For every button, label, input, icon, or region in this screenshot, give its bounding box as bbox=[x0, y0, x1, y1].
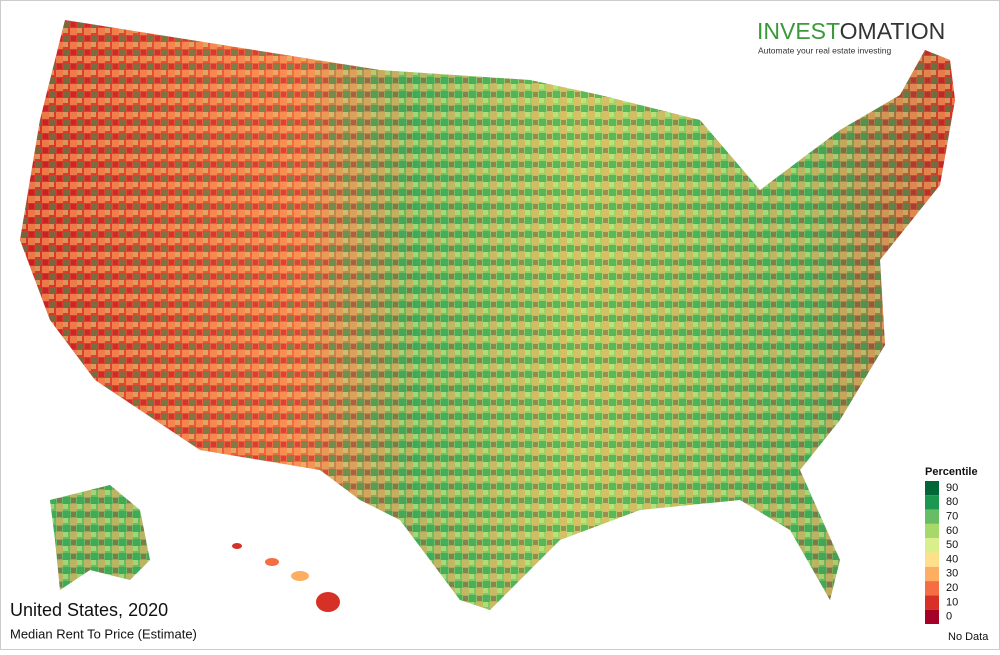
brand-name-part: OMATION bbox=[840, 18, 946, 44]
legend-swatch bbox=[925, 552, 939, 567]
hawaii-island bbox=[316, 592, 340, 612]
legend-label: 0 bbox=[946, 611, 952, 623]
legend-swatch bbox=[925, 523, 939, 539]
legend-swatch bbox=[925, 566, 939, 582]
legend-label: 90 bbox=[946, 482, 958, 494]
map-shapes bbox=[20, 20, 955, 612]
legend-label: 70 bbox=[946, 511, 958, 523]
legend-swatch bbox=[925, 538, 939, 553]
legend-label: 40 bbox=[946, 553, 958, 565]
legend-swatch bbox=[925, 495, 939, 510]
brand-name: INVESTOMATION bbox=[757, 18, 945, 44]
legend-swatch bbox=[925, 509, 939, 524]
alaska-texture bbox=[50, 485, 150, 590]
legend-label: 80 bbox=[946, 496, 958, 508]
legend-no-data: No Data bbox=[948, 631, 989, 643]
legend-label: 20 bbox=[946, 582, 958, 594]
legend-swatch bbox=[925, 581, 939, 596]
legend-title: Percentile bbox=[925, 466, 978, 478]
legend-label: 60 bbox=[946, 525, 958, 537]
hawaii-island bbox=[265, 558, 279, 566]
legend-swatch bbox=[925, 595, 939, 610]
map-title: United States, 2020 bbox=[10, 600, 168, 620]
brand-name-part: INVEST bbox=[757, 18, 840, 44]
hawaii-island bbox=[232, 543, 242, 549]
brand: INVESTOMATION Automate your real estate … bbox=[757, 18, 945, 55]
legend: Percentile No Data 90 80 70 60 50 40 30 20 10 0 bbox=[925, 466, 989, 643]
legend-label: 10 bbox=[946, 596, 958, 608]
legend-swatch bbox=[925, 481, 939, 496]
hawaii-island bbox=[291, 571, 309, 581]
map-subtitle: Median Rent To Price (Estimate) bbox=[10, 626, 197, 641]
map-texture bbox=[20, 20, 955, 610]
legend-label: 30 bbox=[946, 568, 958, 580]
brand-tagline: Automate your real estate investing bbox=[758, 45, 892, 55]
legend-swatch bbox=[925, 609, 939, 624]
legend-label: 50 bbox=[946, 539, 958, 551]
